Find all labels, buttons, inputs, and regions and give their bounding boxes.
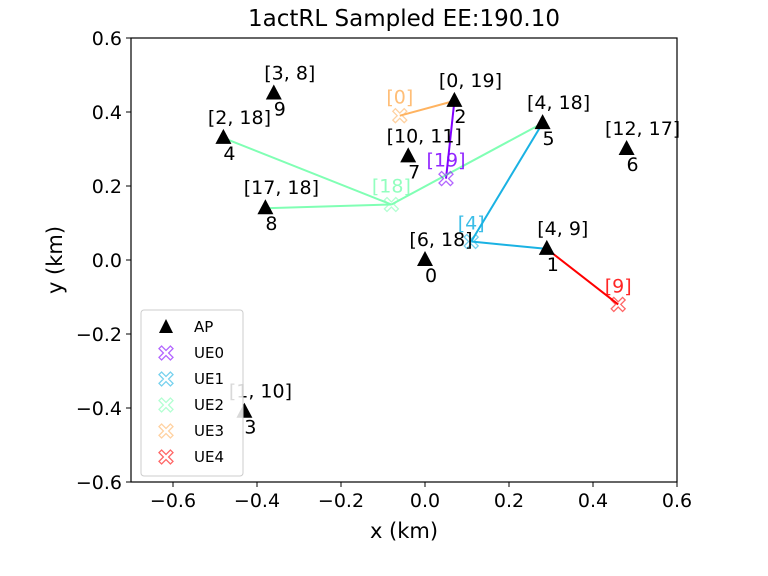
x-tick-label: 0.6 — [662, 490, 692, 512]
chart-title: 1actRL Sampled EE:190.10 — [248, 6, 560, 32]
link-ue0-ap2 — [445, 100, 456, 179]
ap-index-8: 8 — [265, 213, 277, 235]
ap-label-8: [17, 18] — [244, 177, 319, 199]
ue-marker-ue1 — [463, 233, 480, 250]
link-ue2-ap4 — [223, 136, 392, 206]
ap-label-0: [6, 18] — [409, 229, 472, 251]
ap-marker-8 — [257, 199, 274, 215]
legend-ue-icon — [158, 371, 174, 387]
y-tick-label: −0.4 — [76, 398, 122, 420]
axes: −0.6 −0.4 −0.2 0.0 0.2 0.4 0.6 −0.6 −0.4 −0.2 0.0 0… — [76, 28, 692, 512]
ap-index-4: 4 — [223, 143, 235, 165]
y-tick-label: 0.6 — [92, 28, 122, 50]
ap-index-9: 9 — [274, 99, 286, 121]
ap-marker-9 — [265, 84, 282, 100]
ap-marker-0 — [417, 251, 433, 266]
ue-label-ue1: [4] — [458, 213, 485, 235]
legend-entry: UE2 — [194, 396, 224, 414]
legend-ue-icon — [158, 449, 174, 465]
x-tick-label: 0.0 — [410, 490, 440, 512]
legend-ue-icon — [158, 397, 174, 413]
legend-box — [140, 309, 244, 477]
y-tick-label: 0.0 — [92, 250, 122, 272]
ue-label-ue0: [19] — [426, 150, 465, 172]
ap-marker-7 — [400, 147, 417, 163]
y-tick-label: −0.6 — [76, 472, 122, 494]
x-tick-label: −0.6 — [150, 490, 196, 512]
y-tick-label: 0.2 — [92, 176, 122, 198]
link-ue4-ap1 — [546, 248, 619, 306]
y-tick-label: −0.2 — [76, 324, 122, 346]
legend-ue-icon — [158, 423, 174, 439]
ap-marker-5 — [534, 114, 551, 130]
legend-ap-icon — [159, 319, 173, 333]
ap-index-7: 7 — [408, 161, 420, 183]
x-tick-label: −0.2 — [318, 490, 364, 512]
ap-index-6: 6 — [627, 154, 639, 176]
legend-entry: UE3 — [194, 422, 224, 440]
legend-entry: UE4 — [194, 448, 224, 466]
ue-marker-ue0 — [438, 170, 454, 187]
ap-label-1: [4, 9] — [537, 218, 588, 240]
ue-marker-ue2 — [383, 196, 400, 213]
x-tick-label: −0.4 — [234, 490, 280, 512]
ue-marker-ue4 — [610, 296, 627, 313]
link-ue2-ap8 — [265, 203, 392, 210]
ue-label-ue4: [9] — [605, 275, 632, 297]
ap-marker-1 — [538, 239, 555, 255]
ap-index-1: 1 — [547, 254, 559, 276]
ap-label-7: [10, 11] — [387, 125, 462, 147]
ue-label-ue3: [0] — [386, 87, 413, 109]
ap-label-2: [0, 19] — [439, 70, 502, 92]
x-tick-label: 0.4 — [578, 490, 608, 512]
ap-marker-2 — [446, 91, 463, 107]
legend-entry: UE0 — [194, 344, 224, 362]
ap-label-6: [12, 17] — [605, 118, 680, 140]
ap-index-0: 0 — [425, 265, 437, 287]
legend-ue-icon — [158, 345, 174, 361]
link-ue2-ap5 — [390, 122, 544, 206]
ap-index-2: 2 — [454, 106, 466, 128]
link-ue3-ap2 — [399, 99, 455, 117]
ue-marker-ue3 — [391, 107, 408, 124]
legend: AP UE0 UE1 UE2 UE3 UE4 — [140, 309, 244, 477]
ap-label-5: [4, 18] — [527, 92, 590, 114]
ue-label-ue2: [18] — [372, 176, 411, 198]
plot-area: [19] [4] [18] [0] [9] 0 [6, 18] 1 [4, 9] 2 [0, 19]… — [208, 63, 680, 439]
x-axis-label: x (km) — [370, 519, 438, 543]
y-axis-label: y (km) — [43, 226, 67, 294]
y-tick-label: 0.4 — [92, 102, 122, 124]
link-ue1-ap1 — [471, 240, 547, 250]
ap-marker-6 — [618, 140, 635, 155]
ap-index-5: 5 — [543, 128, 555, 150]
ap-label-4: [2, 18] — [208, 107, 271, 129]
ap-index-3: 3 — [244, 417, 256, 439]
ap-marker-4 — [215, 128, 232, 144]
ap-label-9: [3, 8] — [264, 63, 315, 85]
x-tick-label: 0.2 — [494, 490, 524, 512]
legend-entry: AP — [194, 318, 213, 336]
ap-label-3: [1, 10] — [229, 381, 292, 403]
link-ue1-ap5 — [470, 122, 544, 243]
legend-entry: UE1 — [194, 370, 224, 388]
